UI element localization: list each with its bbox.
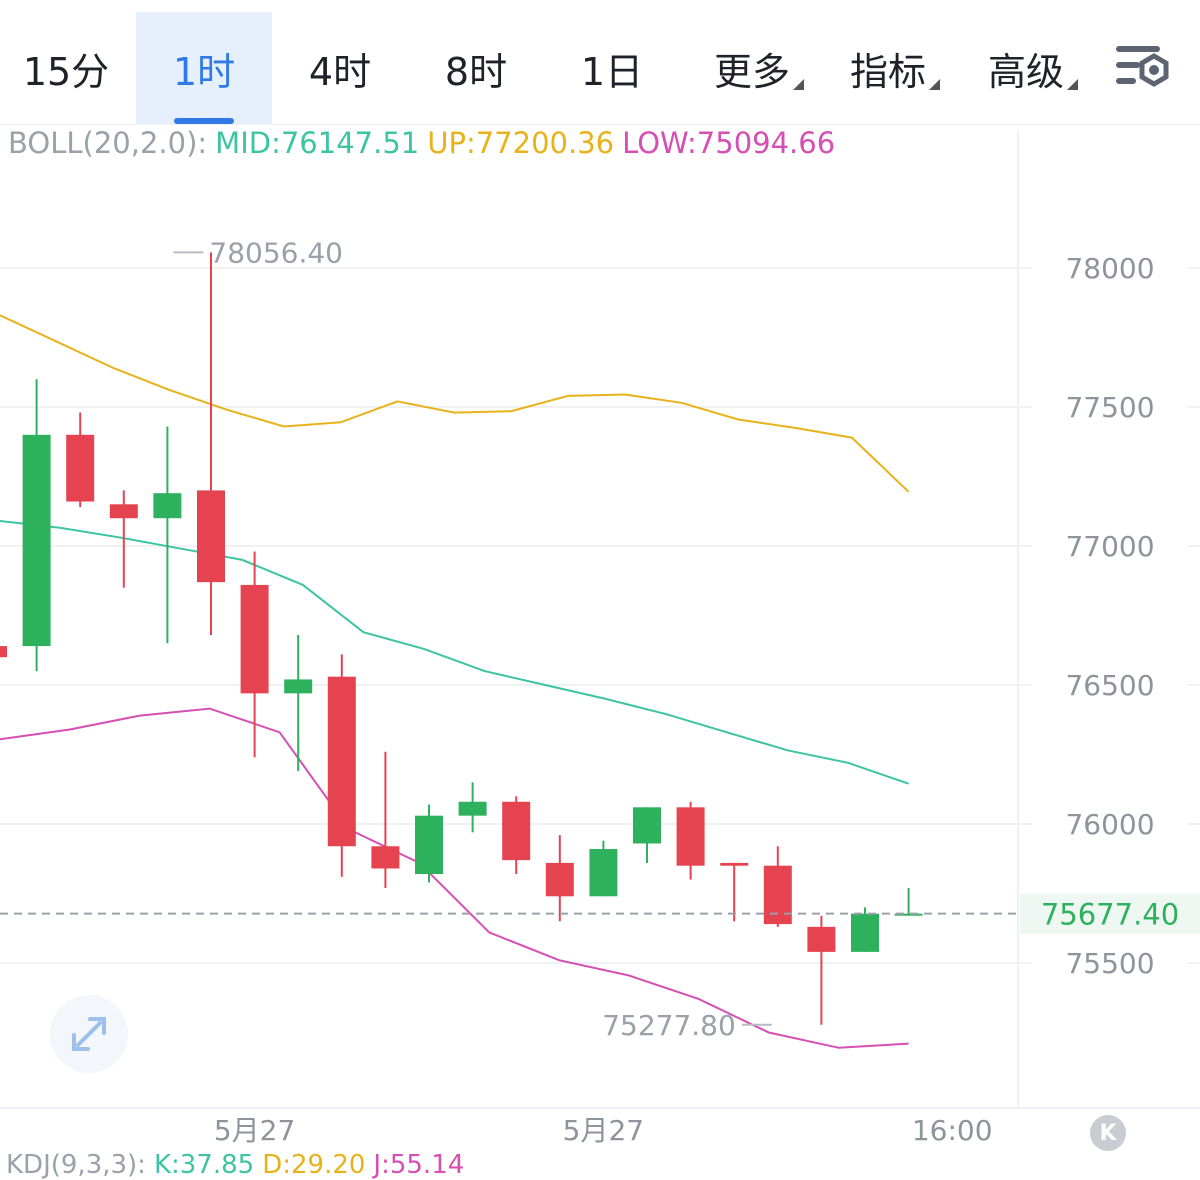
x-axis: 5月27 5月27 16:00 (214, 1114, 993, 1147)
y-tick-label: 76500 (1065, 669, 1154, 702)
candle-body (66, 434, 95, 502)
candle-body (502, 801, 531, 861)
k-button[interactable]: K (1090, 1115, 1126, 1151)
boll-legend: BOLL(20,2.0): MID:76147.51 UP:77200.36 LOW:… (8, 126, 843, 160)
candle-body (109, 504, 138, 519)
candle-body (327, 676, 356, 847)
dropdown-triangle-icon (929, 79, 940, 90)
tab-label: 更多 (713, 49, 790, 94)
last-price-tag (1020, 893, 1200, 934)
tab-15m[interactable]: 15分 (10, 12, 122, 124)
dropdown-triangle-icon (793, 79, 804, 90)
kdj-j-value: J:55.14 (373, 1150, 465, 1180)
candle-body (415, 815, 443, 875)
candle-body (284, 679, 313, 694)
candle-body (894, 913, 923, 916)
boll-name: BOLL(20,2.0): (8, 126, 208, 160)
tab-4h[interactable]: 4时 (284, 12, 396, 124)
kdj-d-value: D:29.20 (262, 1150, 366, 1180)
candle-body (676, 807, 705, 866)
tab-indicators[interactable]: 指标 (840, 12, 940, 124)
tab-label: 1日 (580, 49, 644, 94)
candle-body (720, 862, 749, 866)
candle-body (197, 490, 225, 583)
candle-body (0, 646, 7, 658)
candles (0, 252, 923, 1025)
tab-label: 1时 (172, 49, 236, 94)
candle-body (22, 434, 51, 647)
candle-body (371, 846, 400, 869)
tab-label: 15分 (22, 49, 110, 94)
low-price-label: 75277.80 (602, 1009, 736, 1042)
tab-label: 指标 (849, 49, 926, 94)
y-tick-label: 76000 (1065, 808, 1154, 841)
y-tick-label: 77000 (1065, 530, 1154, 563)
tab-label: 高级 (987, 49, 1064, 94)
boll-mid-line (0, 520, 909, 785)
boll-low-value: LOW:75094.66 (622, 126, 836, 160)
candle-body (545, 862, 574, 897)
high-price-label: 78056.40 (209, 236, 343, 269)
candle-body (458, 801, 487, 816)
y-tick-label: 77500 (1065, 391, 1154, 424)
y-tick-label: 75500 (1065, 947, 1154, 980)
tab-label: 4时 (308, 49, 372, 94)
candle-body (807, 926, 836, 952)
boll-bands (0, 314, 910, 1049)
candle-body (240, 584, 269, 694)
kdj-legend: KDJ(9,3,3): K:37.85 D:29.20 J:55.14 (6, 1150, 472, 1180)
boll-lower-line (0, 707, 909, 1049)
boll-up-value: UP:77200.36 (427, 126, 615, 160)
candle-body (153, 493, 182, 519)
tab-more[interactable]: 更多 (704, 12, 804, 124)
y-tick-label: 78000 (1065, 252, 1154, 285)
x-tick-label: 5月27 (214, 1114, 295, 1147)
chart-settings-icon[interactable] (1112, 40, 1174, 96)
candle-body (763, 865, 792, 925)
candle-body (851, 913, 879, 952)
x-tick-label: 5月27 (563, 1114, 644, 1147)
candle-body (633, 807, 661, 844)
expand-icon (72, 1017, 106, 1051)
tab-1d[interactable]: 1日 (556, 12, 668, 124)
tab-label: 8时 (444, 49, 508, 94)
last-price-label: 75677.40 (1041, 898, 1179, 932)
boll-upper-line (0, 314, 910, 493)
boll-mid-value: MID:76147.51 (215, 126, 420, 160)
tab-8h[interactable]: 8时 (420, 12, 532, 124)
annotations: 78056.40 75277.80 (173, 236, 772, 1042)
tab-1h[interactable]: 1时 (136, 12, 272, 124)
candlestick-chart[interactable]: 78000 77500 77000 76500 76000 75500 5月27 5月27 1… (0, 0, 1200, 1150)
interval-tab-bar: 15分 1时 4时 8时 1日 更多 指标 高级 (0, 0, 1200, 125)
dropdown-triangle-icon (1067, 79, 1078, 90)
x-tick-label: 16:00 (912, 1114, 993, 1147)
expand-chart-button[interactable] (50, 995, 128, 1073)
last-price-line: 75677.40 (0, 893, 1200, 934)
candle-body (589, 849, 618, 897)
tab-advanced[interactable]: 高级 (978, 12, 1078, 124)
y-axis: 78000 77500 77000 76500 76000 75500 (1065, 252, 1154, 980)
kdj-name: KDJ(9,3,3): (6, 1150, 146, 1180)
kdj-k-value: K:37.85 (153, 1150, 255, 1180)
chart-grid (0, 130, 1200, 1109)
